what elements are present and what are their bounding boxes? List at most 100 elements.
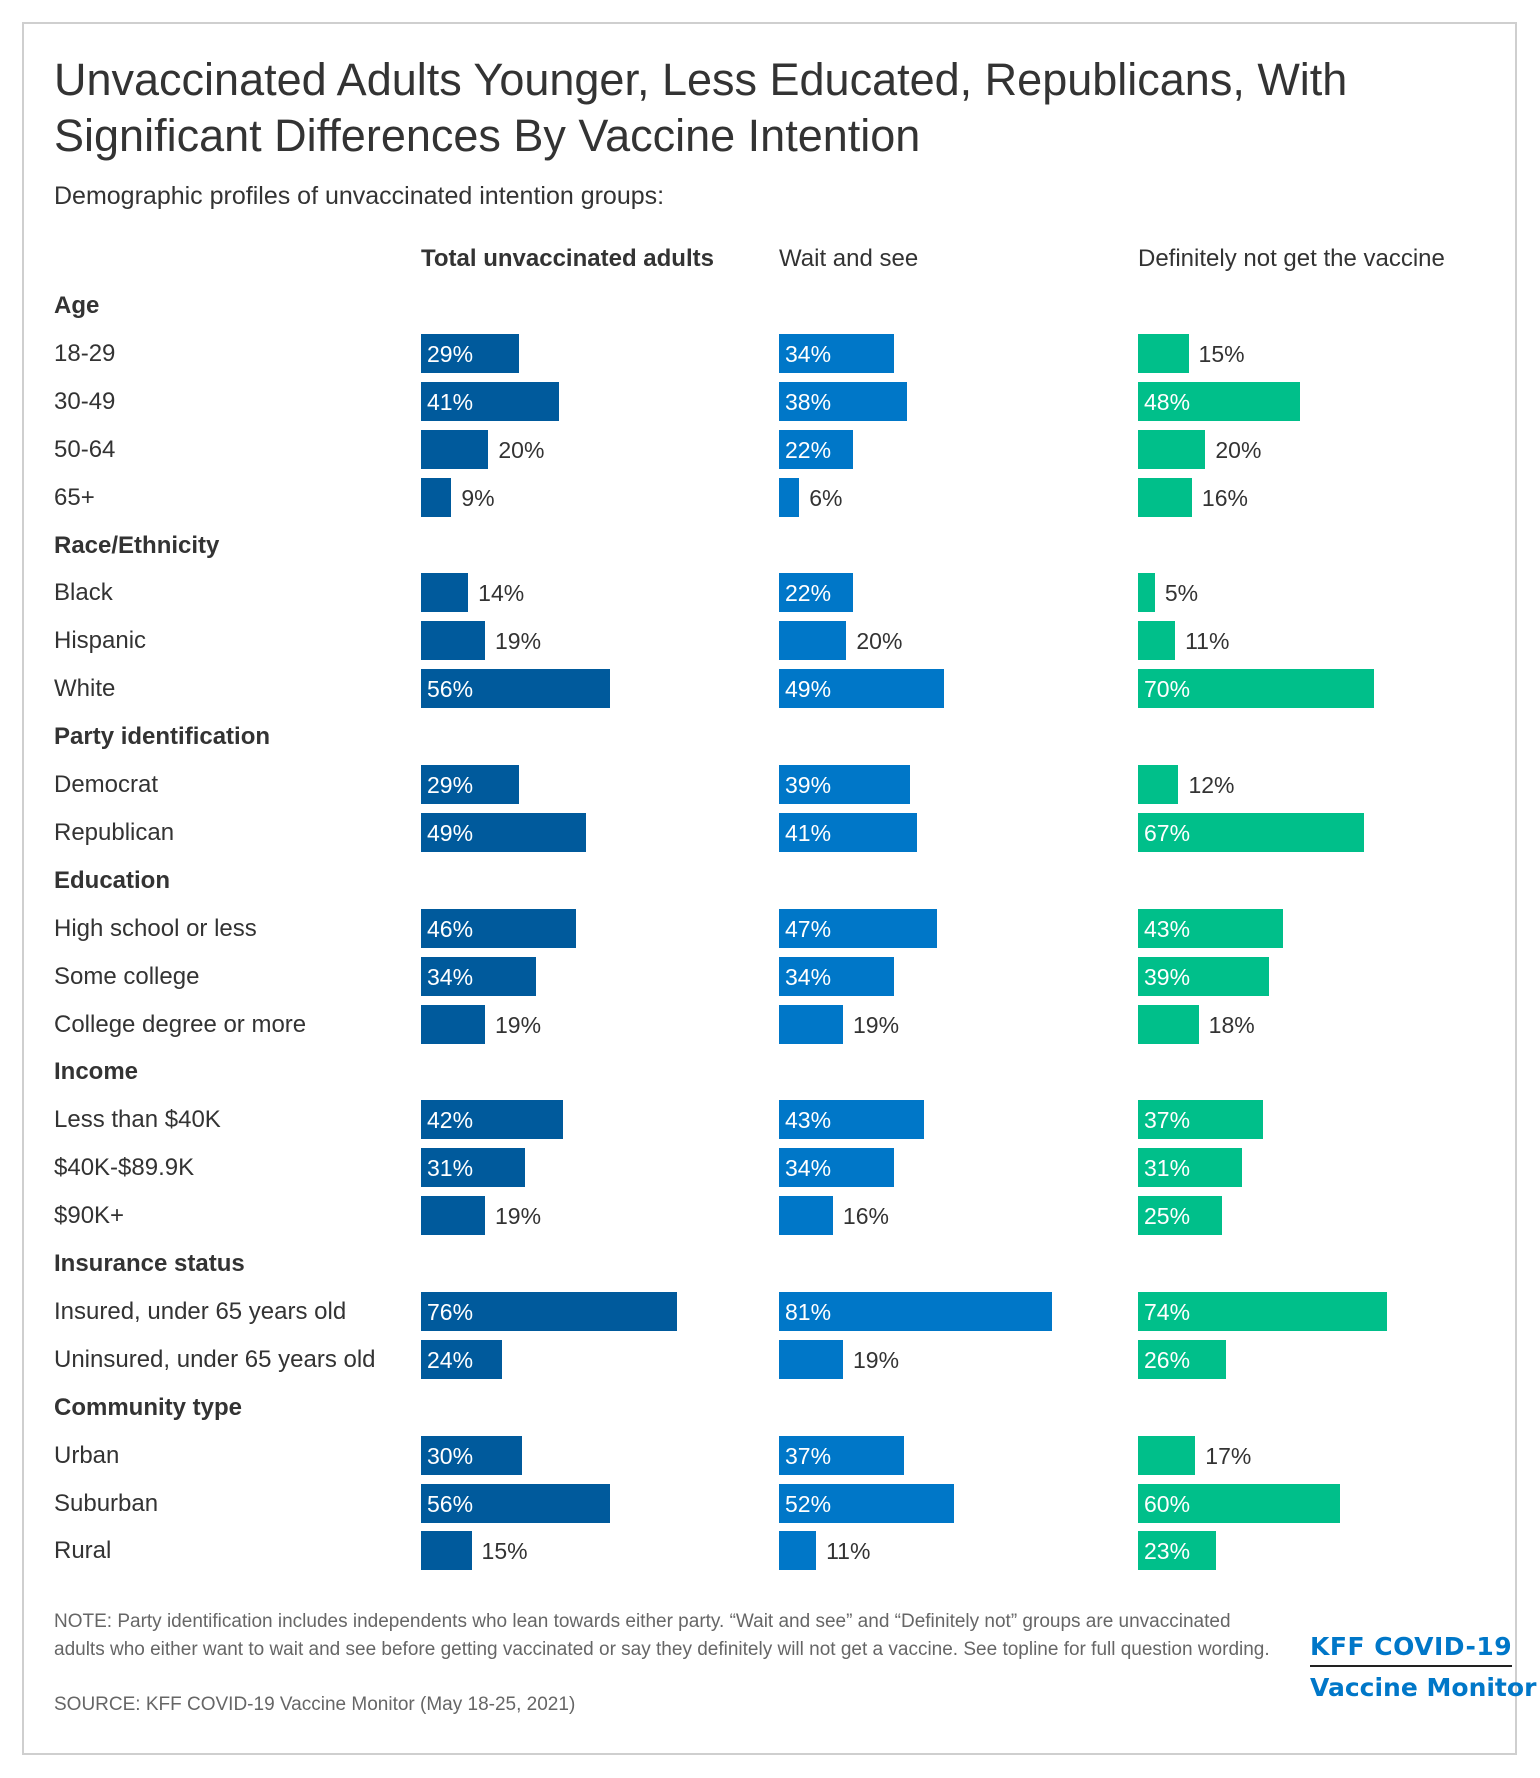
group-header: Race/Ethnicity <box>0 522 1540 570</box>
data-label: 37% <box>785 1442 832 1469</box>
bar <box>779 1435 904 1475</box>
data-label: 11% <box>826 1538 871 1565</box>
bar <box>1138 1291 1388 1331</box>
data-label: 43% <box>785 1107 832 1134</box>
kff-logo: KFF COVID-19 Vaccine Monitor <box>1310 1632 1536 1702</box>
data-label: 70% <box>1144 676 1191 703</box>
row-label: College degree or more <box>54 1010 307 1038</box>
bar <box>421 573 469 613</box>
row-label: 30-49 <box>54 387 116 415</box>
bar <box>779 908 938 948</box>
bar <box>779 1004 844 1044</box>
chart-frame <box>22 22 1517 1755</box>
row-label: Rural <box>54 1537 112 1565</box>
data-row: Republican 49% 41% 67% <box>0 809 1540 857</box>
data-label: 16% <box>842 1203 889 1230</box>
data-label: 12% <box>1188 772 1235 798</box>
data-row: Black 14% 22% 5% <box>0 569 1540 617</box>
data-label: 56% <box>427 676 474 703</box>
row-label: White <box>54 675 116 703</box>
bar <box>1138 1483 1341 1523</box>
data-label: 34% <box>785 963 832 990</box>
group-label: Community type <box>54 1393 243 1421</box>
data-label: 24% <box>427 1346 474 1373</box>
row-label: Some college <box>54 962 200 990</box>
bar <box>779 477 800 517</box>
bar <box>421 621 486 661</box>
data-row: High school or less 46% 47% 43% <box>0 905 1540 953</box>
bar <box>779 1148 894 1188</box>
row-label: Uninsured, under 65 years old <box>54 1345 376 1373</box>
bar <box>1138 765 1179 804</box>
row-label: 50-64 <box>54 435 116 463</box>
bar <box>421 333 519 373</box>
bar <box>779 1531 817 1571</box>
bar <box>779 1483 955 1523</box>
group-header: Community type <box>0 1384 1540 1432</box>
bar <box>1138 908 1283 948</box>
data-label: 6% <box>809 484 843 511</box>
bar <box>779 812 918 852</box>
bar <box>1138 1148 1243 1188</box>
data-label: 9% <box>461 484 495 511</box>
data-label: 19% <box>495 1203 542 1230</box>
row-label: High school or less <box>54 914 257 942</box>
bar <box>421 1531 472 1571</box>
row-label: $40K-$89.9K <box>54 1154 195 1182</box>
bar <box>421 1100 563 1140</box>
bar <box>1138 812 1364 852</box>
bar <box>1138 1339 1226 1379</box>
bar <box>421 1435 523 1475</box>
row-label: Urban <box>54 1441 120 1469</box>
bar <box>1138 1531 1216 1571</box>
bar <box>421 1004 486 1044</box>
bar <box>1138 573 1155 613</box>
data-row: 18-29 29% 34% 15% <box>0 330 1540 378</box>
data-label: 60% <box>1144 1490 1191 1517</box>
group-header: Age <box>0 282 1540 330</box>
group-label: Race/Ethnicity <box>54 531 220 559</box>
data-label: 15% <box>481 1538 528 1565</box>
bar <box>421 956 536 996</box>
bar <box>1138 956 1270 996</box>
data-label: 42% <box>427 1107 474 1134</box>
bar <box>1138 1100 1263 1140</box>
row-label: Less than $40K <box>54 1106 221 1134</box>
source-note: SOURCE: KFF COVID-19 Vaccine Monitor (Ma… <box>54 1694 576 1715</box>
data-label: 37% <box>1144 1107 1191 1134</box>
data-row: $40K-$89.9K 31% 34% 31% <box>0 1144 1540 1192</box>
data-label: 49% <box>427 819 474 846</box>
data-label: 56% <box>427 1490 474 1517</box>
group-label: Education <box>54 866 171 894</box>
data-label: 74% <box>1144 1298 1191 1325</box>
data-label: 19% <box>853 1346 900 1373</box>
bar <box>779 381 908 421</box>
data-row: Some college 34% 34% 39% <box>0 953 1540 1001</box>
data-label: 47% <box>785 915 832 942</box>
bar <box>779 1100 924 1140</box>
data-row: 50-64 20% 22% 20% <box>0 426 1540 474</box>
bar <box>779 956 894 996</box>
data-label: 25% <box>1144 1203 1191 1230</box>
data-row: Insured, under 65 years old 76% 81% 74% <box>0 1288 1540 1336</box>
bar <box>421 1148 526 1188</box>
data-label: 39% <box>785 772 832 798</box>
data-label: 5% <box>1164 580 1199 607</box>
group-label: Insurance status <box>54 1250 245 1277</box>
bar <box>421 1483 610 1523</box>
data-label: 49% <box>785 676 832 703</box>
data-label: 38% <box>785 388 832 415</box>
data-label: 19% <box>495 1011 542 1038</box>
group-header: Insurance status <box>0 1240 1540 1288</box>
data-label: 14% <box>478 580 525 607</box>
bar <box>421 429 489 469</box>
group-header: Education <box>0 857 1540 905</box>
data-row: Democrat 29% 39% 12% <box>0 761 1540 809</box>
row-label: Suburban <box>54 1489 159 1517</box>
bar <box>421 908 577 948</box>
data-label: 19% <box>853 1011 900 1038</box>
data-row: College degree or more 19% 19% 18% <box>0 1001 1540 1049</box>
data-label: 41% <box>785 819 832 846</box>
data-label: 22% <box>785 580 832 607</box>
bar <box>421 381 560 421</box>
